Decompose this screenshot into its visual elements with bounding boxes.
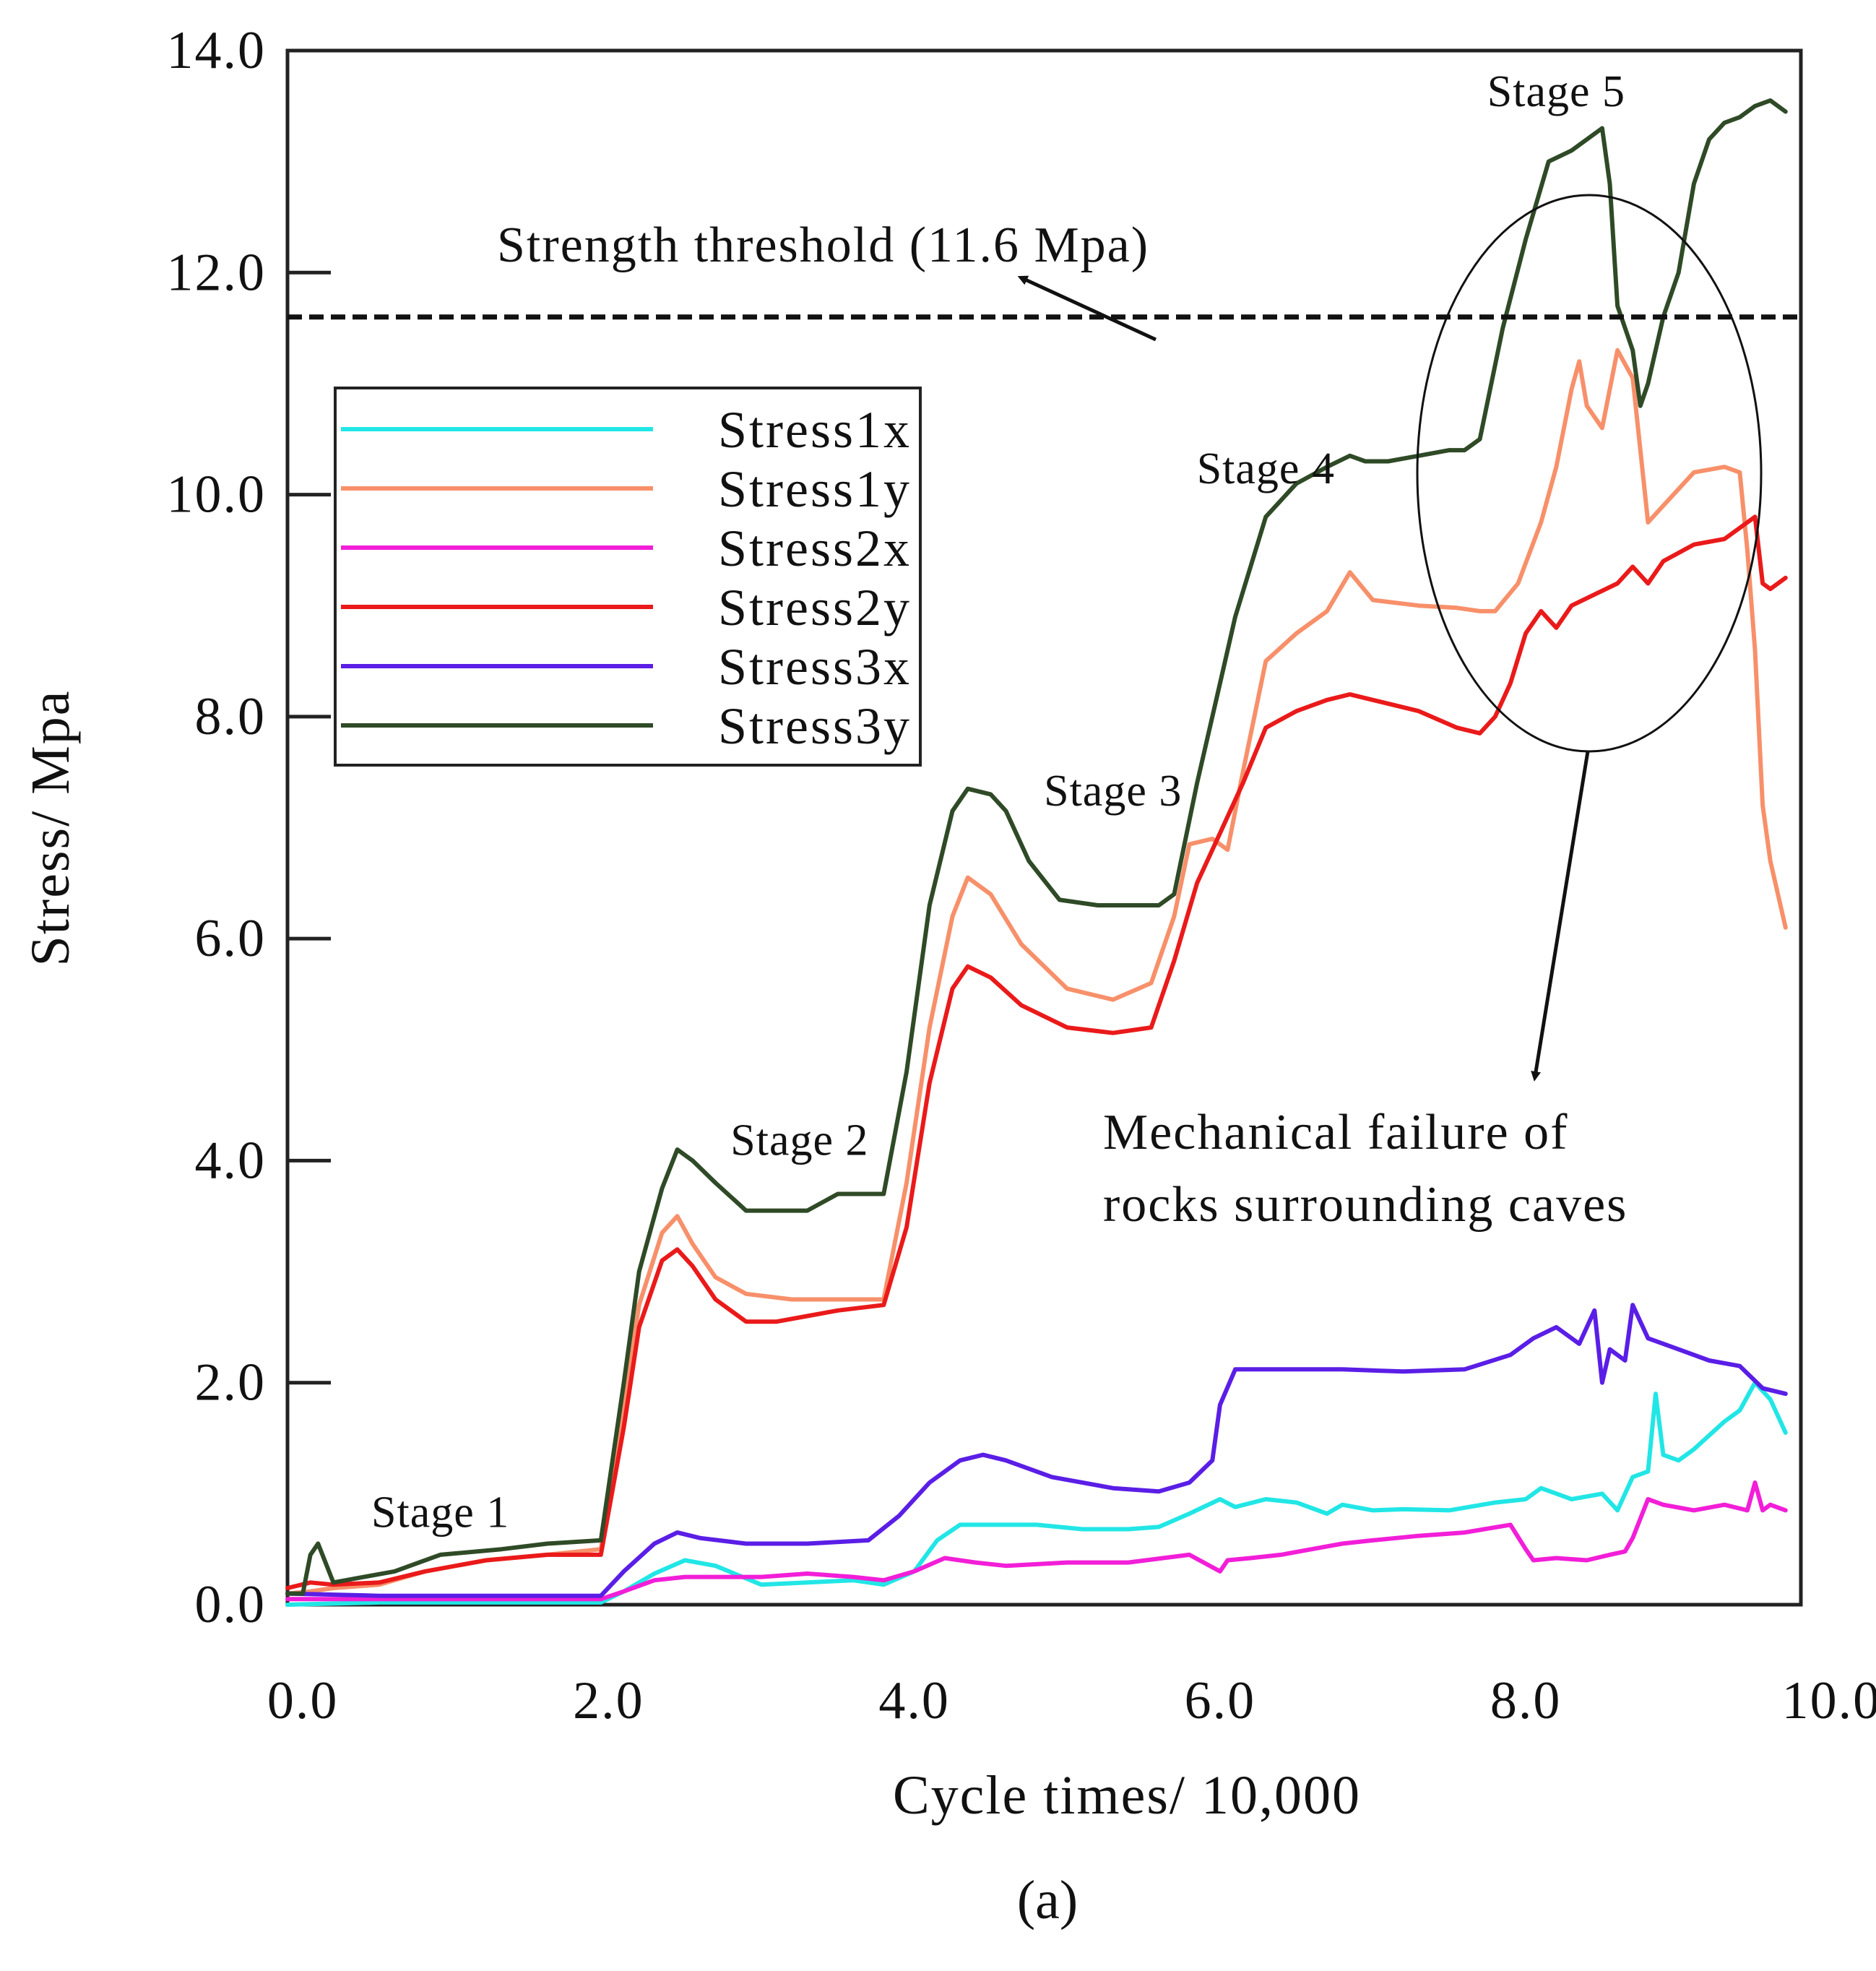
legend-label-stress2y: Stress2y [718, 579, 912, 637]
legend-label-stress1x: Stress1x [718, 401, 912, 459]
y-tick-label: 10.0 [167, 465, 267, 525]
failure-arrow [1531, 751, 1590, 1082]
stage-label-3: Stage 3 [1044, 767, 1182, 816]
series-line-stress2y [285, 514, 1788, 1590]
y-tick-label: 2.0 [195, 1353, 267, 1413]
y-tick-label: 4.0 [195, 1131, 267, 1190]
x-tick-label: 2.0 [573, 1671, 644, 1730]
threshold-arrow [1017, 275, 1157, 342]
y-axis-ticks: 0.0 2.0 4.0 6.0 8.0 10.0 12.0 14.0 [167, 21, 331, 1634]
stage-annotations: Stage 1 Stage 2 Stage 3 Stage 4 Stage 5 [371, 67, 1625, 1537]
x-tick-label: 0.0 [267, 1671, 339, 1730]
legend-label-stress2x: Stress2x [718, 519, 912, 577]
series-line-stress3x [285, 1303, 1788, 1598]
legend-label-stress3x: Stress3x [718, 638, 912, 696]
y-tick-label: 6.0 [195, 909, 267, 968]
legend-label-stress3y: Stress3y [718, 697, 912, 755]
failure-region-ellipse [1416, 194, 1763, 753]
x-tick-label: 10.0 [1782, 1671, 1876, 1730]
x-axis-title: Cycle times/ 10,000 [893, 1765, 1361, 1826]
y-axis-title: Stress/ Mpa [20, 690, 81, 967]
subfigure-label: (a) [1017, 1870, 1078, 1931]
stage-label-5: Stage 5 [1487, 67, 1625, 116]
series-line-stress1y [285, 348, 1788, 1596]
legend-label-stress1y: Stress1y [718, 460, 912, 518]
stage-label-1: Stage 1 [371, 1488, 509, 1537]
x-tick-label: 4.0 [878, 1671, 950, 1730]
legend-box [334, 387, 922, 767]
series-line-stress2x [285, 1480, 1788, 1602]
y-tick-label: 0.0 [195, 1575, 267, 1634]
y-tick-label: 8.0 [195, 687, 267, 746]
stage-label-2: Stage 2 [730, 1116, 868, 1165]
strength-threshold-label: Strength threshold (11.6 Mpa) [497, 217, 1149, 273]
series-line-stress3y [285, 98, 1788, 1596]
stage-label-4: Stage 4 [1197, 444, 1335, 493]
x-tick-label: 6.0 [1185, 1671, 1256, 1730]
y-tick-label: 12.0 [167, 243, 267, 302]
failure-note-line-2: rocks surrounding caves [1103, 1177, 1628, 1233]
legend-items: Stress1xStress1yStress2xStress2yStress3x… [341, 401, 912, 755]
failure-note-line-1: Mechanical failure of [1103, 1105, 1568, 1160]
y-tick-label: 14.0 [167, 21, 267, 80]
x-axis-ticks: 0.0 2.0 4.0 6.0 8.0 10.0 [267, 1671, 1876, 1730]
x-tick-label: 8.0 [1490, 1671, 1562, 1730]
plot-area-frame [285, 48, 1803, 1607]
series-line-stress1x [285, 1380, 1788, 1607]
series-lines [285, 98, 1788, 1607]
legend: Stress1xStress1yStress2xStress2yStress3x… [334, 387, 922, 767]
